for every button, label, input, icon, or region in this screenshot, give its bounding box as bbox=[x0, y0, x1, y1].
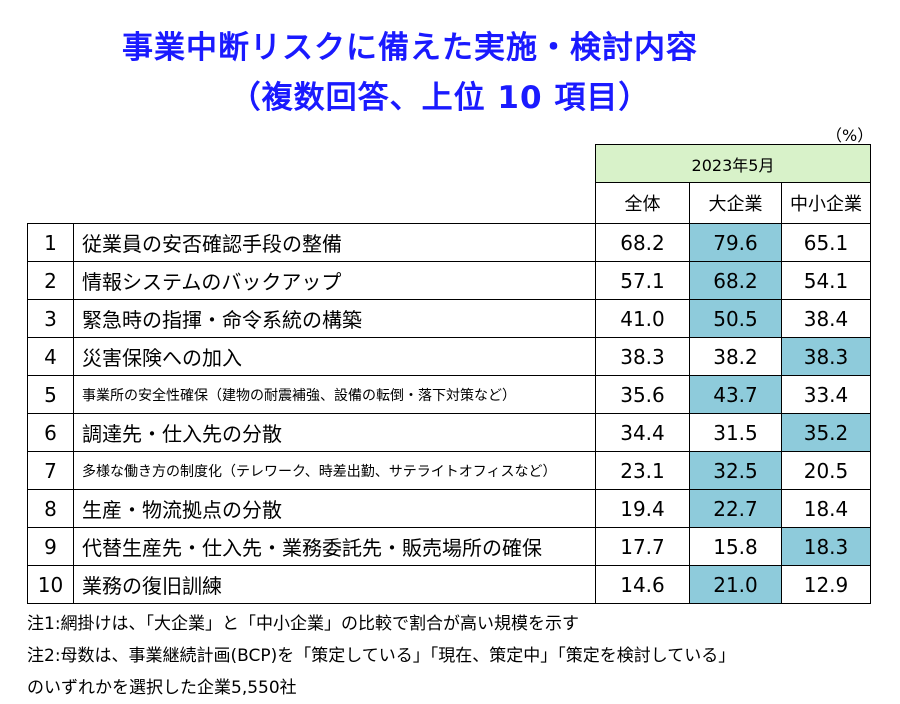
row-item-label: 従業員の安否確認手段の整備 bbox=[73, 223, 596, 262]
table-row: 8 生産・物流拠点の分散 19.4 22.7 18.4 bbox=[27, 489, 871, 528]
period-header-row: 2023年5月 bbox=[28, 144, 871, 183]
value-sme: 18.3 bbox=[781, 527, 871, 566]
value-all: 23.1 bbox=[595, 451, 690, 490]
table-row: 3 緊急時の指揮・命令系統の構築 41.0 50.5 38.4 bbox=[27, 299, 871, 338]
table-row: 6 調達先・仕入先の分散 34.4 31.5 35.2 bbox=[27, 413, 871, 452]
row-item-label: 事業所の安全性確保（建物の耐震補強、設備の転倒・落下対策など） bbox=[73, 375, 596, 414]
table-row: 9 代替生産先・仕入先・業務委託先・販売場所の確保 17.7 15.8 18.3 bbox=[27, 527, 871, 566]
value-all: 38.3 bbox=[595, 337, 690, 376]
table-row: 7 多様な働き方の制度化（テレワーク、時差出勤、サテライトオフィスなど） 23.1 3… bbox=[27, 451, 871, 490]
row-item-label: 災害保険への加入 bbox=[73, 337, 596, 376]
value-all: 35.6 bbox=[595, 375, 690, 414]
column-header-all: 全体 bbox=[595, 182, 690, 224]
value-all: 41.0 bbox=[595, 299, 690, 338]
row-number: 1 bbox=[27, 223, 74, 262]
row-number: 2 bbox=[27, 261, 74, 300]
table-row: 1 従業員の安否確認手段の整備 68.2 79.6 65.1 bbox=[27, 223, 871, 262]
row-item-label: 業務の復旧訓練 bbox=[73, 565, 596, 604]
value-large: 32.5 bbox=[689, 451, 782, 490]
row-item-label: 多様な働き方の制度化（テレワーク、時差出勤、サテライトオフィスなど） bbox=[73, 451, 596, 490]
page-subtitle: （複数回答、上位 10 項目） bbox=[229, 80, 651, 116]
row-item-label: 生産・物流拠点の分散 bbox=[73, 489, 596, 528]
row-number: 10 bbox=[27, 565, 74, 604]
value-sme: 20.5 bbox=[781, 451, 871, 490]
value-large: 79.6 bbox=[689, 223, 782, 262]
table-row: 5 事業所の安全性確保（建物の耐震補強、設備の転倒・落下対策など） 35.6 43.7… bbox=[27, 375, 871, 414]
value-all: 19.4 bbox=[595, 489, 690, 528]
value-large: 38.2 bbox=[689, 337, 782, 376]
value-large: 31.5 bbox=[689, 413, 782, 452]
value-all: 68.2 bbox=[595, 223, 690, 262]
results-table: 2023年5月 全体 大企業 中小企業 1 従業員の安否確認手段の整備 68.2 79… bbox=[27, 144, 871, 604]
row-number: 7 bbox=[27, 451, 74, 490]
value-sme: 38.4 bbox=[781, 299, 871, 338]
row-item-label: 情報システムのバックアップ bbox=[73, 261, 596, 300]
value-large: 50.5 bbox=[689, 299, 782, 338]
period-label: 2023年5月 bbox=[595, 144, 871, 183]
column-header-large: 大企業 bbox=[708, 194, 763, 215]
value-all: 57.1 bbox=[595, 261, 690, 300]
unit-label: （%） bbox=[826, 126, 874, 145]
value-large: 43.7 bbox=[689, 375, 782, 414]
value-sme: 38.3 bbox=[781, 337, 871, 376]
footnotes: 注1:網掛けは、「大企業」と「中小企業」の比較で割合が高い規模を示す 注2:母数… bbox=[27, 608, 735, 704]
row-number: 9 bbox=[27, 527, 74, 566]
footnote-1: 注1:網掛けは、「大企業」と「中小企業」の比較で割合が高い規模を示す bbox=[27, 614, 580, 634]
value-sme: 12.9 bbox=[781, 565, 871, 604]
value-all: 34.4 bbox=[595, 413, 690, 452]
row-number: 4 bbox=[27, 337, 74, 376]
page-title: 事業中断リスクに備えた実施・検討内容 bbox=[122, 30, 698, 66]
table-row: 2 情報システムのバックアップ 57.1 68.2 54.1 bbox=[27, 261, 871, 300]
value-all: 17.7 bbox=[595, 527, 690, 566]
row-number: 3 bbox=[27, 299, 74, 338]
value-sme: 54.1 bbox=[781, 261, 871, 300]
value-large: 21.0 bbox=[689, 565, 782, 604]
value-large: 22.7 bbox=[689, 489, 782, 528]
footnote-2: 注2:母数は、事業継続計画(BCP)を「策定している」「現在、策定中」「策定を検… bbox=[27, 646, 736, 666]
column-header-sme: 中小企業 bbox=[781, 182, 871, 224]
row-number: 5 bbox=[27, 375, 74, 414]
footnote-3: のいずれかを選択した企業5,550社 bbox=[27, 678, 297, 698]
value-sme: 35.2 bbox=[781, 413, 871, 452]
value-large: 68.2 bbox=[689, 261, 782, 300]
value-all: 14.6 bbox=[595, 565, 690, 604]
value-sme: 18.4 bbox=[781, 489, 871, 528]
row-number: 8 bbox=[27, 489, 74, 528]
column-header-row: 全体 大企業 中小企業 bbox=[28, 182, 871, 224]
row-item-label: 緊急時の指揮・命令系統の構築 bbox=[73, 299, 596, 338]
value-sme: 33.4 bbox=[781, 375, 871, 414]
value-sme: 65.1 bbox=[781, 223, 871, 262]
row-item-label: 代替生産先・仕入先・業務委託先・販売場所の確保 bbox=[73, 527, 596, 566]
table-row: 4 災害保険への加入 38.3 38.2 38.3 bbox=[27, 337, 871, 376]
value-large: 15.8 bbox=[689, 527, 782, 566]
table-row: 10 業務の復旧訓練 14.6 21.0 12.9 bbox=[27, 565, 871, 604]
row-number: 6 bbox=[27, 413, 74, 452]
row-item-label: 調達先・仕入先の分散 bbox=[73, 413, 596, 452]
